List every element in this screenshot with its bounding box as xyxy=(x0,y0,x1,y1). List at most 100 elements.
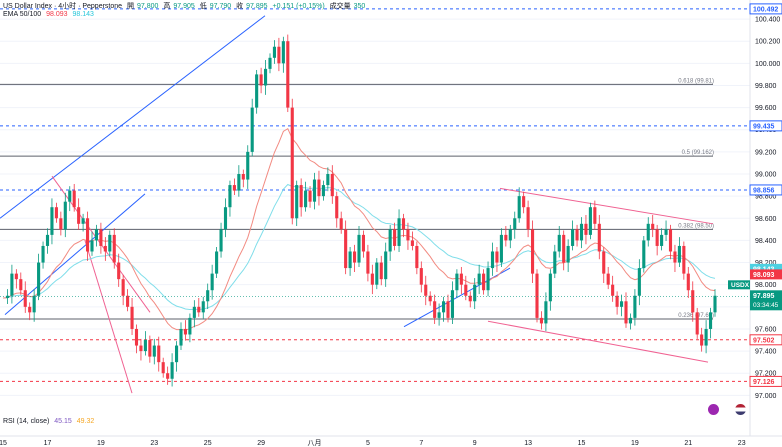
x-tick-label: 13 xyxy=(524,440,532,447)
level-badge xyxy=(749,3,782,15)
candle-body xyxy=(77,207,81,224)
level-badge-label: 97.126 xyxy=(753,379,775,386)
channel-lower-line xyxy=(487,320,709,363)
countdown-label: 03:34:45 xyxy=(753,302,779,309)
candle-body xyxy=(535,273,539,318)
candle-body xyxy=(201,301,205,313)
candle-body xyxy=(468,295,472,302)
channel-upper-line xyxy=(499,187,714,225)
candle-body xyxy=(513,218,517,230)
candle-body xyxy=(361,234,366,252)
candle-body xyxy=(139,345,143,352)
candle-body xyxy=(28,306,32,313)
candle-body xyxy=(424,284,428,296)
x-tick-label: 5 xyxy=(366,440,370,447)
candle-body xyxy=(388,229,392,252)
lightning-icon[interactable] xyxy=(708,404,719,415)
candle-body xyxy=(335,196,339,219)
candle-body xyxy=(174,345,179,363)
candle-body xyxy=(611,284,615,296)
candle-body xyxy=(277,46,281,64)
candle-body xyxy=(459,273,463,285)
ema-slow-line xyxy=(2,183,716,311)
candle-body xyxy=(695,312,699,335)
x-tick-label: 23 xyxy=(150,440,158,447)
candle-body xyxy=(250,107,254,152)
candle-body xyxy=(286,41,290,108)
candle-body xyxy=(272,46,277,58)
candle-body xyxy=(317,179,321,197)
candle-body xyxy=(597,223,601,252)
candle-body xyxy=(237,174,241,191)
candle-body xyxy=(562,234,566,263)
candle-body xyxy=(455,273,459,291)
candle-body xyxy=(117,262,121,280)
candle-body xyxy=(5,295,10,298)
candle-body xyxy=(539,317,544,324)
symbol-badge-label: USDX xyxy=(731,282,750,289)
candle-body xyxy=(401,218,406,230)
candle-body xyxy=(490,251,495,269)
y-tick-label: 98.400 xyxy=(755,238,777,245)
candle-body xyxy=(192,306,196,318)
rsi-legend[interactable]: RSI (14, close) 45.15 49.32 xyxy=(3,418,97,425)
candle-body xyxy=(321,185,325,197)
candle-body xyxy=(704,328,708,346)
candle-body xyxy=(241,174,245,180)
candle-body xyxy=(530,229,535,274)
candle-body xyxy=(441,301,446,313)
candle-body xyxy=(686,273,690,291)
candle-body xyxy=(499,234,503,263)
candle-body xyxy=(45,234,50,246)
candle-body xyxy=(112,234,116,263)
candle-body xyxy=(290,107,294,219)
y-tick-label: 98.600 xyxy=(755,216,777,223)
candle-body xyxy=(526,207,530,230)
change-value: +0.151 (+0.15%) xyxy=(272,3,325,10)
close-label: 收 xyxy=(236,3,244,10)
candle-body xyxy=(90,240,94,252)
candle-body xyxy=(571,229,575,246)
candle-body xyxy=(642,240,646,269)
y-tick-label: 97.600 xyxy=(755,326,777,333)
x-tick-label: 23 xyxy=(738,440,746,447)
us-flag-icon[interactable] xyxy=(735,404,746,415)
candle-body xyxy=(263,68,268,86)
candle-body xyxy=(157,345,161,363)
candle-body xyxy=(602,251,606,274)
candle-body xyxy=(152,345,156,357)
ema-legend[interactable]: EMA 50/100 98.093 98.143 xyxy=(3,11,97,18)
candle-body xyxy=(357,234,361,263)
close-value: 97.895 xyxy=(246,3,268,10)
candle-body xyxy=(668,229,673,252)
candle-body xyxy=(477,273,481,285)
candle-body xyxy=(183,328,188,335)
level-badge xyxy=(749,120,782,132)
candle-body xyxy=(339,218,343,230)
candle-body xyxy=(384,251,388,280)
symbol-title[interactable]: US Dollar Index · 4小时 · Pepperstone xyxy=(3,3,123,10)
candle-body xyxy=(312,179,317,202)
rsi-value-1: 45.15 xyxy=(54,418,72,425)
x-tick-label: 19 xyxy=(97,440,105,447)
ema-fast-value: 98.093 xyxy=(46,11,68,18)
candle-body xyxy=(308,190,312,202)
candle-body xyxy=(99,229,103,246)
candle-body xyxy=(37,262,41,296)
candle-body xyxy=(370,273,374,285)
x-tick-label: 17 xyxy=(44,440,52,447)
candle-body xyxy=(134,328,139,346)
ema-badge xyxy=(750,269,782,280)
candle-body xyxy=(121,279,125,296)
ema-label: EMA 50/100 xyxy=(3,11,42,18)
candle-body xyxy=(50,207,54,235)
candle-body xyxy=(72,190,76,208)
candle-body xyxy=(504,234,508,241)
x-tick-label: 7 xyxy=(419,440,423,447)
candle-body xyxy=(433,301,437,318)
candle-body xyxy=(700,334,704,346)
candle-body xyxy=(330,174,334,197)
candle-body xyxy=(41,245,45,263)
